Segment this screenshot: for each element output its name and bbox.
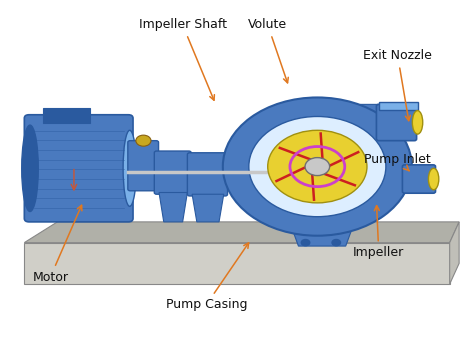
Text: Volute: Volute bbox=[248, 18, 288, 83]
Bar bbox=[43, 108, 91, 124]
Text: Exit Nozzle: Exit Nozzle bbox=[363, 50, 432, 121]
Text: Pump Casing: Pump Casing bbox=[165, 243, 249, 311]
Polygon shape bbox=[24, 222, 459, 243]
Text: Impeller Shaft: Impeller Shaft bbox=[139, 18, 227, 100]
Polygon shape bbox=[289, 220, 355, 246]
Ellipse shape bbox=[428, 168, 439, 190]
FancyBboxPatch shape bbox=[155, 151, 191, 194]
Circle shape bbox=[305, 158, 329, 176]
Polygon shape bbox=[159, 193, 187, 222]
FancyBboxPatch shape bbox=[376, 104, 417, 141]
Ellipse shape bbox=[22, 125, 38, 212]
Text: Motor: Motor bbox=[32, 205, 82, 284]
Circle shape bbox=[301, 239, 310, 246]
Ellipse shape bbox=[123, 130, 137, 206]
Circle shape bbox=[136, 135, 151, 146]
FancyBboxPatch shape bbox=[24, 115, 133, 222]
Text: Pump Inlet: Pump Inlet bbox=[365, 153, 431, 171]
Circle shape bbox=[249, 117, 386, 217]
Polygon shape bbox=[24, 243, 450, 284]
Circle shape bbox=[223, 98, 412, 236]
Polygon shape bbox=[450, 222, 459, 284]
Ellipse shape bbox=[412, 111, 423, 134]
Polygon shape bbox=[350, 104, 398, 132]
Bar bbox=[379, 102, 418, 110]
Text: Impeller: Impeller bbox=[353, 206, 404, 260]
Circle shape bbox=[332, 239, 340, 246]
Polygon shape bbox=[192, 194, 224, 222]
FancyBboxPatch shape bbox=[128, 141, 158, 191]
FancyBboxPatch shape bbox=[187, 153, 228, 196]
Circle shape bbox=[268, 130, 367, 203]
FancyBboxPatch shape bbox=[402, 165, 436, 193]
